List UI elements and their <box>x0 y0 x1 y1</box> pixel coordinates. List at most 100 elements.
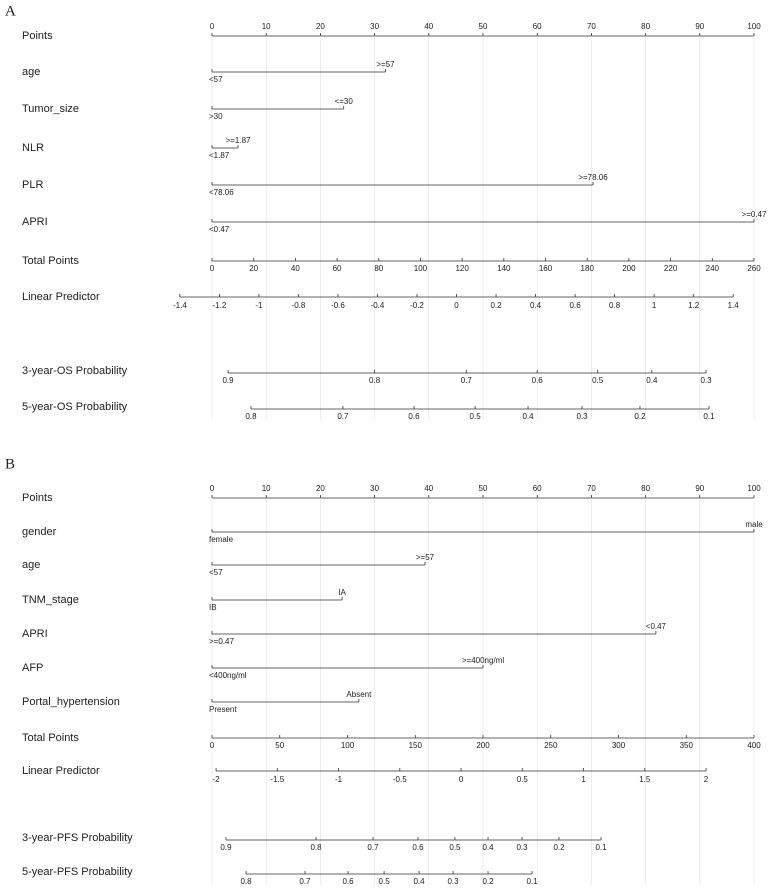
tick-label: 50 <box>479 22 488 31</box>
tick-label: 0.4 <box>522 412 534 421</box>
tick-label: 0.6 <box>532 376 544 385</box>
tick-label: -0.8 <box>292 301 306 310</box>
tick-label: 160 <box>539 264 553 273</box>
tick-label: 240 <box>706 264 720 273</box>
tick-label: 0.3 <box>516 843 528 852</box>
tick-label: 0 <box>210 22 215 31</box>
tick-label: 0.2 <box>482 877 494 886</box>
tick-label: 40 <box>424 22 433 31</box>
tick-label: 1 <box>652 301 657 310</box>
tick-label: 20 <box>249 264 258 273</box>
tick-label: 40 <box>424 484 433 493</box>
tick-label: 0 <box>210 264 215 273</box>
tick-label: 200 <box>476 741 490 750</box>
row-label: 5-year-OS Probability <box>22 401 128 413</box>
tick-label: 0.8 <box>311 843 323 852</box>
tick-label: 1.4 <box>728 301 740 310</box>
tick-label: 0.3 <box>576 412 588 421</box>
row-label: Tumor_size <box>22 103 79 115</box>
tick-label: 0.7 <box>299 877 311 886</box>
tick-label: -0.2 <box>410 301 424 310</box>
level-label: >=0.47 <box>742 210 767 219</box>
row-label: Points <box>22 30 53 42</box>
tick-label: 150 <box>409 741 423 750</box>
tick-label: 20 <box>316 22 325 31</box>
tick-label: 0.7 <box>337 412 349 421</box>
tick-label: 0.6 <box>342 877 354 886</box>
row-label: Linear Predictor <box>22 765 100 777</box>
tick-label: 0.6 <box>412 843 424 852</box>
tick-label: 30 <box>370 22 379 31</box>
tick-label: 60 <box>533 484 542 493</box>
row-label: TNM_stage <box>22 594 79 606</box>
tick-label: 0.7 <box>461 376 473 385</box>
level-label: Present <box>209 705 237 714</box>
tick-label: 0.9 <box>222 376 234 385</box>
tick-label: 0.3 <box>447 877 459 886</box>
tick-label: 140 <box>497 264 511 273</box>
tick-label: 1 <box>581 775 586 784</box>
tick-label: -2 <box>213 775 221 784</box>
tick-label: 0.2 <box>634 412 646 421</box>
tick-label: 80 <box>374 264 383 273</box>
tick-label: 1.2 <box>688 301 700 310</box>
tick-label: 0.2 <box>490 301 502 310</box>
tick-label: 0 <box>459 775 464 784</box>
tick-label: 100 <box>747 22 761 31</box>
row-label: Points <box>22 492 53 504</box>
level-label: >=1.87 <box>226 136 251 145</box>
level-label: >30 <box>209 112 223 121</box>
tick-label: 0.6 <box>570 301 582 310</box>
tick-label: 350 <box>680 741 694 750</box>
row-label: APRI <box>22 216 48 228</box>
tick-label: 30 <box>370 484 379 493</box>
row-label: 3-year-OS Probability <box>22 365 128 377</box>
tick-label: 0.1 <box>703 412 715 421</box>
tick-label: 300 <box>612 741 626 750</box>
tick-label: 80 <box>641 22 650 31</box>
level-label: Absent <box>346 690 372 699</box>
level-label: >=400ng/ml <box>462 656 504 665</box>
tick-label: 10 <box>262 484 271 493</box>
tick-label: 0.4 <box>646 376 658 385</box>
tick-label: 20 <box>316 484 325 493</box>
level-label: >=57 <box>376 60 395 69</box>
row-label: APRI <box>22 628 48 640</box>
level-label: <57 <box>209 568 223 577</box>
tick-label: 0.1 <box>595 843 607 852</box>
level-label: >=57 <box>416 553 435 562</box>
row-label: AFP <box>22 662 43 674</box>
tick-label: -1.2 <box>213 301 227 310</box>
tick-label: 0.4 <box>413 877 425 886</box>
tick-label: 100 <box>341 741 355 750</box>
level-label: >=78.06 <box>578 173 608 182</box>
tick-label: 0.9 <box>220 843 232 852</box>
tick-label: 80 <box>641 484 650 493</box>
tick-label: 0.5 <box>592 376 604 385</box>
row-label: NLR <box>22 142 44 154</box>
tick-label: 100 <box>414 264 428 273</box>
tick-label: 0.8 <box>240 877 252 886</box>
tick-label: 220 <box>664 264 678 273</box>
tick-label: 0.5 <box>517 775 529 784</box>
row-label: Total Points <box>22 732 79 744</box>
tick-label: -1.5 <box>270 775 284 784</box>
level-label: female <box>209 535 234 544</box>
tick-label: 0.5 <box>449 843 461 852</box>
tick-label: 180 <box>581 264 595 273</box>
tick-label: 60 <box>333 264 342 273</box>
tick-label: 0.4 <box>482 843 494 852</box>
tick-label: 0 <box>210 484 215 493</box>
tick-label: 0.4 <box>530 301 542 310</box>
tick-label: 400 <box>747 741 761 750</box>
tick-label: 200 <box>622 264 636 273</box>
tick-label: 1.5 <box>639 775 651 784</box>
tick-label: 50 <box>479 484 488 493</box>
tick-label: 0.7 <box>367 843 379 852</box>
tick-label: 70 <box>587 22 596 31</box>
row-label: Portal_hypertension <box>22 696 120 708</box>
level-label: <1.87 <box>209 151 230 160</box>
tick-label: 0.8 <box>245 412 257 421</box>
tick-label: 0 <box>454 301 459 310</box>
tick-label: 50 <box>275 741 284 750</box>
